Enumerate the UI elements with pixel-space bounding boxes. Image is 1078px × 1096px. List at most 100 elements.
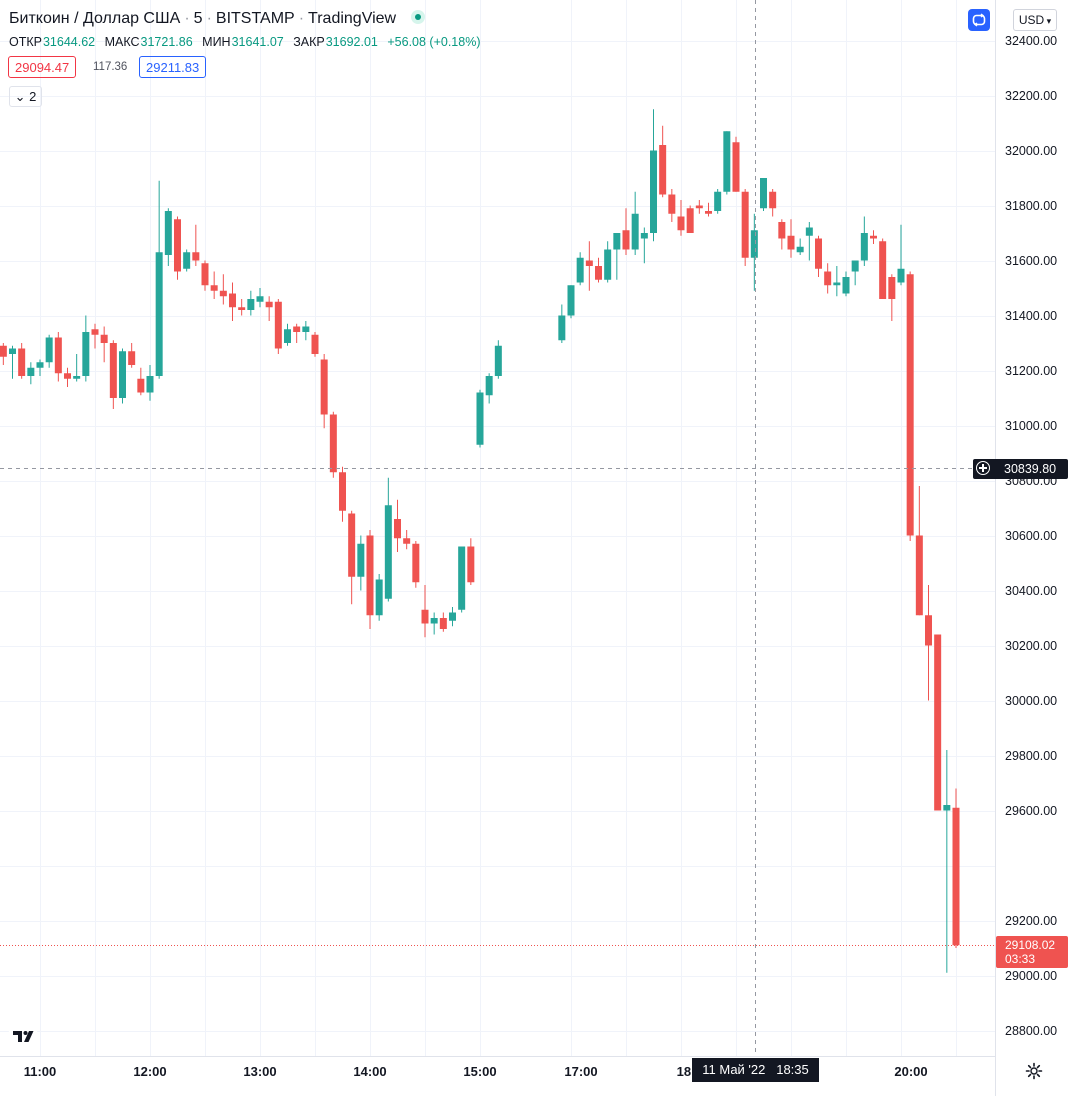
candle-body bbox=[714, 191, 722, 211]
indicator-count: 2 bbox=[29, 89, 37, 104]
candle-body bbox=[164, 211, 172, 255]
candle bbox=[842, 271, 850, 297]
candle-body bbox=[622, 230, 630, 250]
close-value: 31692.01 bbox=[325, 35, 378, 49]
candle bbox=[146, 365, 154, 401]
candle-body bbox=[247, 299, 255, 310]
candle-body bbox=[485, 376, 493, 396]
low-value: 31641.07 bbox=[231, 35, 284, 49]
candle-body bbox=[595, 266, 602, 280]
candle-body bbox=[54, 337, 62, 374]
add-alert-icon[interactable] bbox=[976, 461, 990, 475]
candle-body bbox=[943, 805, 951, 811]
spread-value: 117.36 bbox=[93, 61, 128, 73]
open-value: 31644.62 bbox=[42, 35, 96, 49]
exchange-label: BITSTAMP bbox=[215, 10, 295, 27]
candle bbox=[585, 241, 593, 291]
candle-body bbox=[119, 351, 126, 398]
candle-body bbox=[348, 513, 356, 577]
candle-body bbox=[824, 271, 832, 286]
candle-body bbox=[311, 334, 319, 354]
candle bbox=[815, 235, 822, 277]
candle bbox=[155, 180, 163, 379]
candle bbox=[265, 296, 273, 321]
candle bbox=[915, 486, 923, 616]
candle bbox=[879, 238, 887, 299]
candle-body bbox=[192, 252, 200, 261]
candle-body bbox=[366, 535, 374, 616]
candle-body bbox=[82, 332, 90, 376]
candle-body bbox=[421, 609, 429, 624]
candle-body bbox=[897, 268, 905, 283]
symbol-name[interactable]: Биткоин / Доллар США bbox=[9, 10, 181, 27]
time-tick-label: 13:00 bbox=[243, 1064, 277, 1079]
candle bbox=[943, 750, 951, 973]
candle-body bbox=[650, 150, 657, 233]
currency-select[interactable]: USD ▾ bbox=[1013, 9, 1057, 31]
candle bbox=[27, 362, 35, 385]
sell-button[interactable]: 29094.47 bbox=[8, 56, 77, 78]
candle bbox=[677, 200, 685, 236]
candle-body bbox=[109, 343, 117, 398]
candle bbox=[476, 389, 484, 448]
sync-button[interactable] bbox=[968, 9, 990, 31]
candle-body bbox=[210, 285, 218, 291]
candle bbox=[137, 367, 145, 396]
candle-body bbox=[302, 326, 310, 332]
candle-body bbox=[723, 131, 731, 192]
candle bbox=[210, 271, 218, 299]
interval-label[interactable]: 5 bbox=[193, 10, 203, 27]
price-tick-label: 30200.00 bbox=[1005, 638, 1058, 653]
candle-body bbox=[458, 546, 466, 610]
candle-body bbox=[686, 208, 694, 233]
candle bbox=[631, 191, 639, 255]
candle-body bbox=[860, 233, 868, 261]
source-label: TradingView bbox=[308, 10, 397, 27]
symbol-header[interactable]: Биткоин / Доллар США · 5 · BITSTAMP · TradingV… bbox=[9, 10, 425, 28]
candle bbox=[100, 326, 108, 363]
candle bbox=[824, 263, 832, 294]
candle-body bbox=[787, 235, 795, 250]
candle bbox=[403, 530, 411, 550]
candle bbox=[640, 227, 648, 264]
tradingview-logo-icon[interactable] bbox=[8, 1022, 38, 1050]
candle-body bbox=[833, 282, 841, 286]
candle-body bbox=[585, 260, 593, 266]
live-status-dot-icon bbox=[410, 10, 425, 24]
candle bbox=[348, 510, 356, 605]
candle bbox=[659, 125, 667, 198]
indicators-collapse-button[interactable]: ⌄ 2 bbox=[9, 86, 42, 107]
gear-icon[interactable] bbox=[1025, 1062, 1043, 1080]
candle bbox=[833, 266, 841, 297]
close-label: ЗАКР bbox=[293, 35, 325, 49]
price-tick-label: 29600.00 bbox=[1005, 803, 1058, 818]
candle bbox=[576, 252, 584, 286]
price-tick-label: 31000.00 bbox=[1005, 418, 1058, 433]
candle bbox=[897, 224, 905, 286]
candle bbox=[45, 334, 53, 368]
candle bbox=[302, 321, 310, 341]
candle bbox=[82, 315, 90, 382]
candle bbox=[219, 274, 227, 305]
candle bbox=[668, 189, 676, 222]
candle bbox=[183, 249, 191, 272]
candle-body bbox=[631, 213, 639, 250]
candle-body bbox=[604, 249, 612, 280]
candle bbox=[567, 285, 575, 319]
buy-button[interactable]: 29211.83 bbox=[139, 56, 207, 78]
price-tick-label: 31400.00 bbox=[1005, 308, 1058, 323]
candle-body bbox=[640, 233, 648, 239]
candle bbox=[109, 340, 117, 409]
time-tick-label: 20:00 bbox=[894, 1064, 928, 1079]
candle-body bbox=[329, 414, 337, 473]
candle-body bbox=[293, 326, 301, 332]
candle bbox=[787, 219, 795, 258]
candle bbox=[421, 585, 429, 638]
candle-body bbox=[476, 392, 484, 445]
candle-body bbox=[219, 290, 227, 297]
chevron-down-icon: ⌄ bbox=[14, 89, 26, 104]
candle-body bbox=[677, 216, 685, 231]
candle-body bbox=[274, 301, 282, 349]
candle bbox=[622, 208, 630, 255]
